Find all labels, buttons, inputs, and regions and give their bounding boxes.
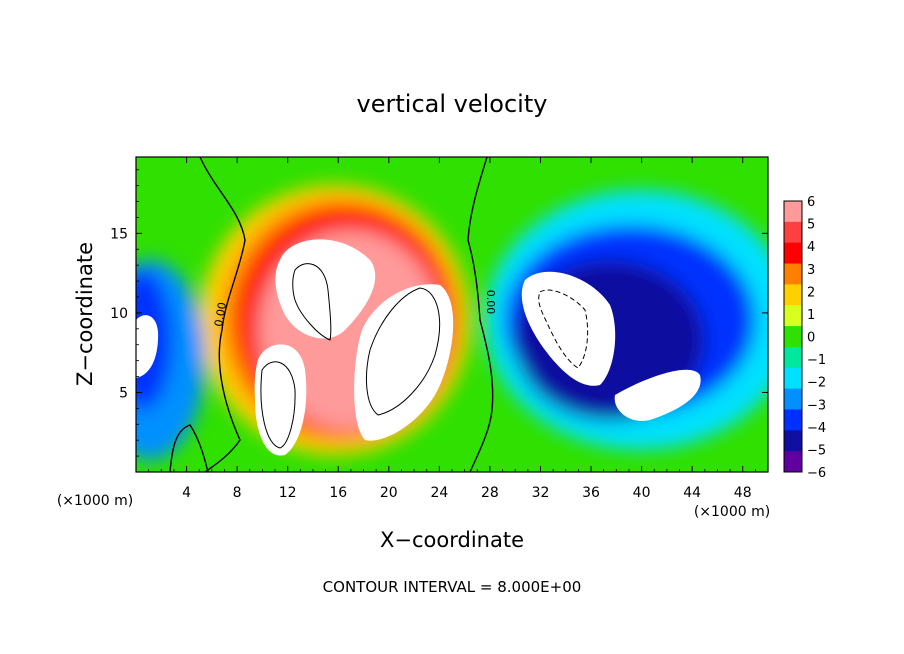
zero-contours bbox=[169, 157, 494, 472]
updraft-contour-lower bbox=[260, 361, 296, 449]
contour-interval-note: CONTOUR INTERVAL = 8.000E+00 bbox=[323, 578, 582, 596]
zero-contour-left bbox=[199, 157, 246, 472]
colorbar-label: −6 bbox=[807, 466, 826, 481]
colorbar-label: 0 bbox=[807, 331, 815, 346]
colorbar-label: −5 bbox=[807, 443, 826, 458]
colorbar: 6 5 4 3 2 1 0 −1 −2 −3 −4 −5 −6 bbox=[783, 195, 826, 481]
x-tick-label: 20 bbox=[380, 485, 398, 501]
x-tick-label: 44 bbox=[683, 485, 701, 501]
chart-title: vertical velocity bbox=[357, 90, 548, 118]
downdraft-core-white bbox=[521, 271, 616, 386]
colorbar-swatch bbox=[784, 221, 802, 244]
y-tick-label: 15 bbox=[110, 226, 128, 242]
contour-label-left: 0.00 bbox=[212, 301, 229, 327]
x-tick-label: 32 bbox=[532, 485, 550, 501]
y-tick-label: 10 bbox=[110, 306, 128, 322]
x-unit-right: (×1000 m) bbox=[694, 504, 770, 520]
colorbar-swatch bbox=[784, 367, 802, 390]
updraft-core-upper bbox=[275, 239, 376, 339]
zero-contour-right bbox=[467, 157, 494, 472]
colorbar-swatch bbox=[784, 242, 802, 265]
x-tick-label: 8 bbox=[233, 485, 242, 501]
x-tick-label: 12 bbox=[279, 485, 297, 501]
y-axis-title: Z−coordinate bbox=[73, 242, 97, 386]
colorbar-label: −4 bbox=[807, 421, 826, 436]
x-axis-title: X−coordinate bbox=[380, 528, 524, 552]
colorbar-swatch bbox=[784, 305, 802, 327]
colorbar-label: −2 bbox=[807, 376, 826, 391]
downdraft-core-white-2 bbox=[614, 369, 701, 421]
x-tick-label: 16 bbox=[329, 485, 347, 501]
zero-contour-bottom bbox=[169, 424, 209, 472]
colorbar-label: 4 bbox=[807, 240, 815, 255]
downdraft-contour bbox=[538, 289, 589, 369]
colorbar-label: 3 bbox=[807, 263, 815, 278]
colorbar-frame bbox=[783, 200, 803, 473]
x-axis: 4 8 12 16 20 24 28 32 36 40 44 48 bbox=[148, 157, 756, 501]
x-tick-label: 48 bbox=[734, 485, 752, 501]
colorbar-label: 2 bbox=[807, 285, 815, 300]
y-tick-label: 5 bbox=[119, 385, 128, 401]
contour-label-right: 0.00 bbox=[484, 290, 497, 315]
colorbar-swatch bbox=[784, 451, 802, 473]
x-tick-label: 4 bbox=[182, 485, 191, 501]
x-tick-label: 24 bbox=[430, 485, 448, 501]
x-tick-label: 28 bbox=[481, 485, 499, 501]
colorbar-swatch bbox=[784, 201, 802, 223]
updraft-contour-upper bbox=[292, 263, 332, 341]
colorbar-label: 6 bbox=[807, 195, 815, 210]
colorbar-swatch bbox=[784, 263, 802, 285]
colorbar-label: −1 bbox=[807, 353, 826, 368]
colorbar-swatch bbox=[784, 346, 802, 369]
updraft-contour-right bbox=[366, 287, 441, 416]
updraft-core-right bbox=[354, 284, 454, 441]
plot-area: 0.00 0.00 bbox=[136, 157, 768, 472]
colorbar-swatch bbox=[784, 284, 802, 306]
x-tick-label: 40 bbox=[633, 485, 651, 501]
colorbar-swatch bbox=[784, 326, 802, 348]
colorbar-swatch bbox=[784, 409, 802, 431]
colorbar-label: 1 bbox=[807, 308, 815, 323]
updraft-contours bbox=[260, 263, 441, 449]
colorbar-label: −3 bbox=[807, 398, 826, 413]
colorbar-label: 5 bbox=[807, 218, 815, 233]
x-tick-label: 36 bbox=[582, 485, 600, 501]
x-unit-left: (×1000 m) bbox=[57, 493, 133, 509]
updraft-core-lower bbox=[254, 344, 307, 456]
colorbar-swatch bbox=[784, 430, 802, 452]
colorbar-swatch bbox=[784, 388, 802, 410]
left-core-white bbox=[136, 315, 159, 378]
y-axis: 5 10 15 bbox=[110, 169, 768, 457]
